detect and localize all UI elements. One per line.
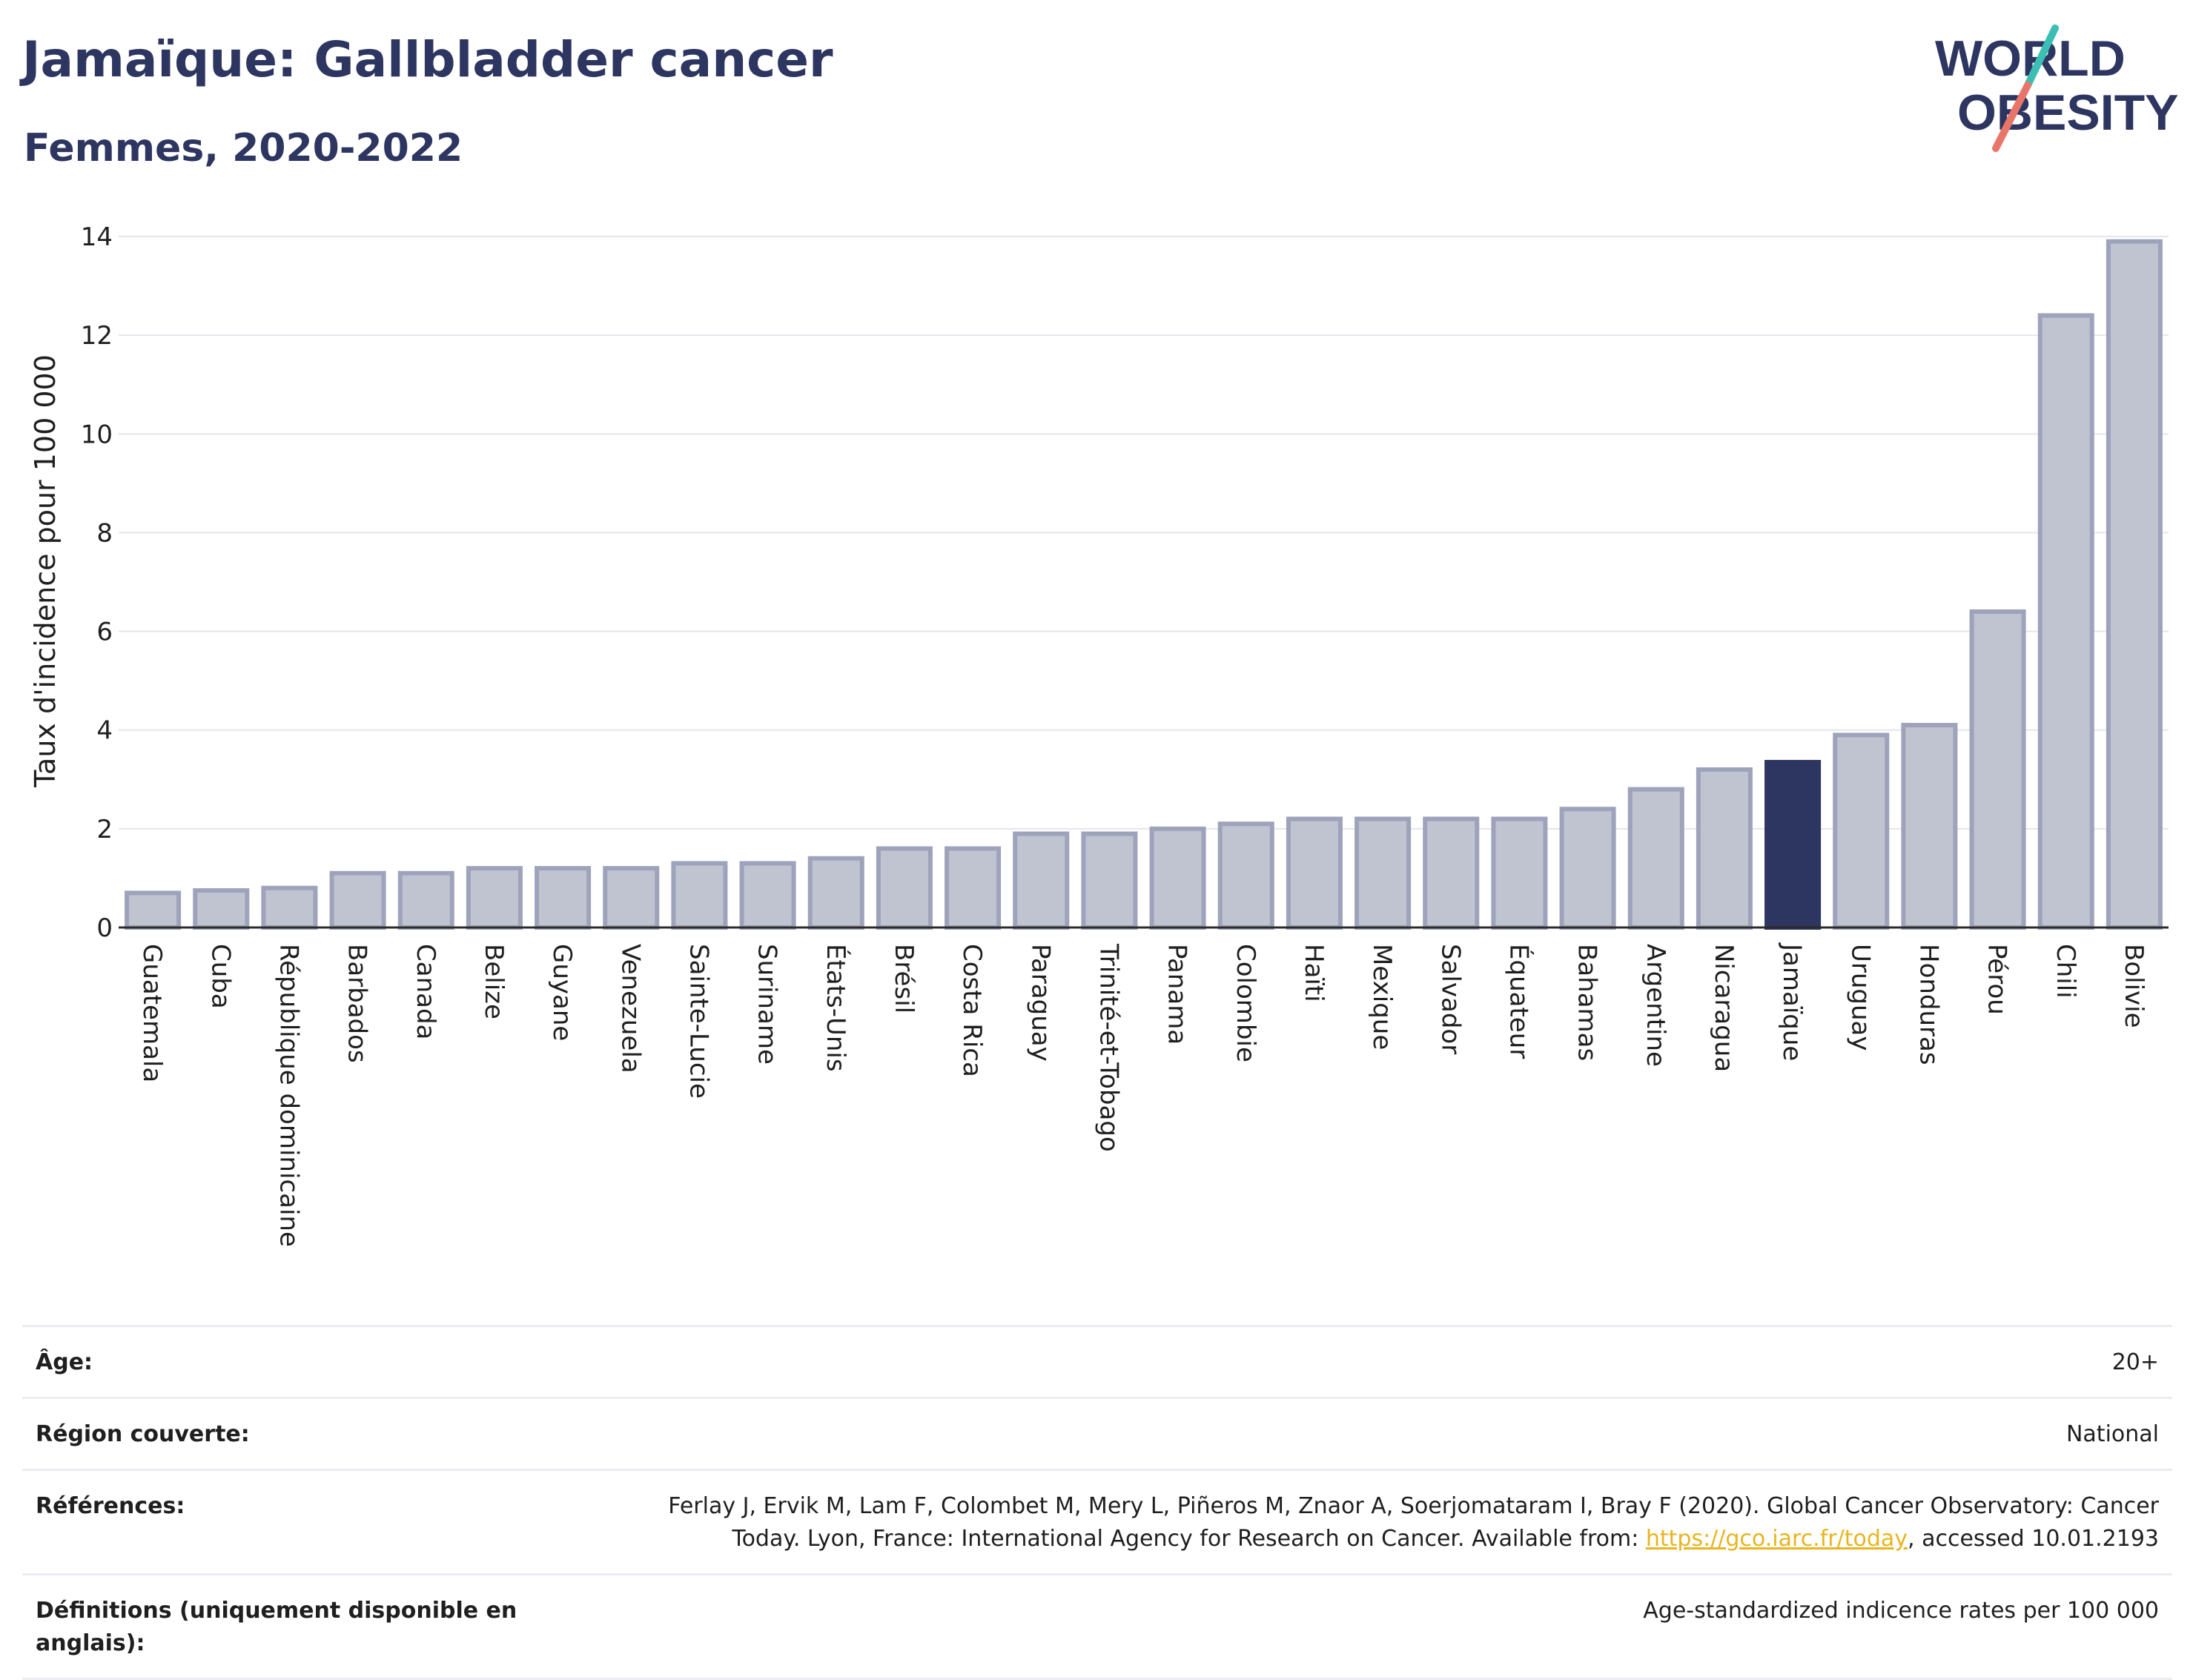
x-tick-label: Cuba — [205, 944, 235, 1009]
bar-argentine — [1627, 787, 1684, 930]
bar-br-sil — [876, 846, 933, 930]
x-tick-label: Guatemala — [137, 944, 167, 1082]
region-label: Région couverte: — [36, 1421, 250, 1447]
references-line2-post: , accessed 10.01.2193 — [1908, 1526, 2159, 1552]
bar-salvador — [1423, 816, 1480, 930]
x-tick-label: République dominicaine — [274, 944, 303, 1247]
y-tick-label: 14 — [81, 222, 113, 252]
bar-colombie — [1217, 821, 1274, 930]
region-value: National — [2065, 1421, 2159, 1447]
info-row-definitions: Définitions (uniquement disponible en an… — [22, 1573, 2172, 1680]
bar-ha-ti — [1286, 816, 1343, 930]
bar-guatemala — [125, 890, 182, 930]
logo-slash-teal — [2024, 24, 2059, 89]
x-tick-label: Venezuela — [615, 944, 645, 1074]
x-tick-label: Canada — [411, 944, 440, 1039]
info-row-region: Région couverte: National — [22, 1397, 2172, 1469]
bar-venezuela — [603, 866, 660, 930]
bar-bolivie — [2106, 239, 2163, 930]
bar-nicaragua — [1696, 767, 1753, 930]
x-tick-label: Équateur — [1504, 944, 1534, 1059]
x-tick-label: Salvador — [1435, 944, 1465, 1054]
info-row-age: Âge: 20+ — [22, 1325, 2172, 1397]
bar-r-publique-dominicaine — [261, 885, 318, 930]
bar-honduras — [1901, 723, 1958, 930]
references-line2-pre: Today. Lyon, France: International Agenc… — [732, 1526, 1646, 1552]
bar-chart: 0 2 4 6 8 10 12 14 Guatemala Cuba République domi… — [29, 222, 2169, 1247]
x-tick-label: Haïti — [1299, 944, 1329, 1002]
x-tick-label: Paraguay — [1025, 944, 1055, 1062]
bar--tats-unis — [807, 856, 864, 930]
x-tick-label: Colombie — [1231, 944, 1260, 1062]
bar-paraguay — [1013, 831, 1070, 930]
bar-sainte-lucie — [671, 861, 728, 930]
logo-line2: OBESITY — [1957, 85, 2179, 141]
logo-slash-coral — [1992, 82, 2031, 152]
x-tick-label: Pérou — [1982, 944, 2012, 1015]
x-tick-label: Barbados — [343, 944, 372, 1063]
definitions-label: Définitions (uniquement disponible en an… — [36, 1598, 517, 1656]
references-line1: Ferlay J, Ervik M, Lam F, Colombet M, Me… — [668, 1493, 2159, 1519]
x-tick-label: Guyane — [547, 944, 577, 1041]
bar-jama-que — [1764, 759, 1822, 930]
bars — [125, 239, 2163, 930]
info-row-references: Références: Ferlay J, Ervik M, Lam F, Co… — [22, 1469, 2172, 1573]
x-tick-label: Costa Rica — [957, 944, 987, 1077]
info-table: Âge: 20+ Région couverte: National Référ… — [22, 1325, 2172, 1680]
y-tick-label: 6 — [96, 618, 113, 647]
x-tick-label: Trinité-et-Tobago — [1094, 943, 1123, 1152]
bar-guyane — [535, 866, 592, 930]
chart-title: Jamaïque: Gallbladder cancer — [22, 31, 833, 88]
x-tick-label: Bolivie — [2119, 944, 2149, 1028]
y-tick-label: 12 — [81, 321, 113, 351]
bar-barbados — [329, 870, 386, 930]
x-tick-label: Jamaïque — [1777, 942, 1807, 1061]
world-obesity-logo: WORLD OBESITY — [1935, 24, 2179, 152]
bar-canada — [397, 870, 454, 930]
x-tick-label: Sainte-Lucie — [684, 944, 713, 1099]
x-tick-label: Panama — [1162, 944, 1192, 1045]
bar-chili — [2037, 313, 2094, 930]
y-tick-labels: 0 2 4 6 8 10 12 14 — [81, 222, 113, 943]
x-tick-labels: Guatemala Cuba République dominicaine Barba… — [137, 942, 2149, 1247]
x-tick-label: Bahamas — [1572, 944, 1602, 1061]
x-tick-label: Belize — [479, 944, 509, 1019]
references-label: Références: — [36, 1493, 185, 1519]
definitions-value: Age-standardized indicence rates per 100… — [1643, 1598, 2159, 1624]
x-tick-label: Suriname — [752, 944, 782, 1065]
x-tick-label: Nicaragua — [1709, 944, 1739, 1072]
bar-costa-rica — [945, 846, 1002, 930]
x-tick-label: Chili — [2051, 944, 2080, 999]
y-tick-label: 8 — [96, 518, 113, 548]
age-label: Âge: — [36, 1349, 93, 1375]
grid-lines — [119, 236, 2169, 830]
bar-suriname — [739, 861, 796, 930]
y-tick-label: 2 — [96, 815, 113, 844]
bar-panama — [1149, 826, 1206, 930]
x-tick-label: Argentine — [1641, 944, 1670, 1067]
x-tick-label: Uruguay — [1845, 944, 1875, 1051]
x-tick-label: États-Unis — [821, 944, 851, 1072]
y-axis-label: Taux d'incidence pour 100 000 — [29, 354, 62, 788]
age-value: 20+ — [2111, 1349, 2159, 1375]
y-tick-label: 0 — [96, 913, 113, 943]
bar-mexique — [1354, 816, 1412, 930]
chart-subtitle: Femmes, 2020-2022 — [24, 126, 463, 171]
bar-trinit-et-tobago — [1081, 831, 1138, 930]
x-tick-label: Mexique — [1367, 944, 1397, 1050]
references-link[interactable]: https://gco.iarc.fr/today — [1645, 1526, 1908, 1552]
x-tick-label: Brésil — [889, 944, 919, 1013]
bar-belize — [466, 866, 523, 930]
bar-cuba — [193, 888, 250, 930]
bar-uruguay — [1833, 732, 1890, 930]
y-tick-label: 4 — [96, 716, 113, 746]
x-tick-label: Honduras — [1914, 944, 1943, 1065]
references-value: Ferlay J, Ervik M, Lam F, Colombet M, Me… — [668, 1490, 2159, 1555]
y-tick-label: 10 — [81, 420, 113, 449]
bar--quateur — [1491, 816, 1548, 930]
bar-p-rou — [1969, 609, 2026, 930]
bar-bahamas — [1559, 807, 1616, 930]
